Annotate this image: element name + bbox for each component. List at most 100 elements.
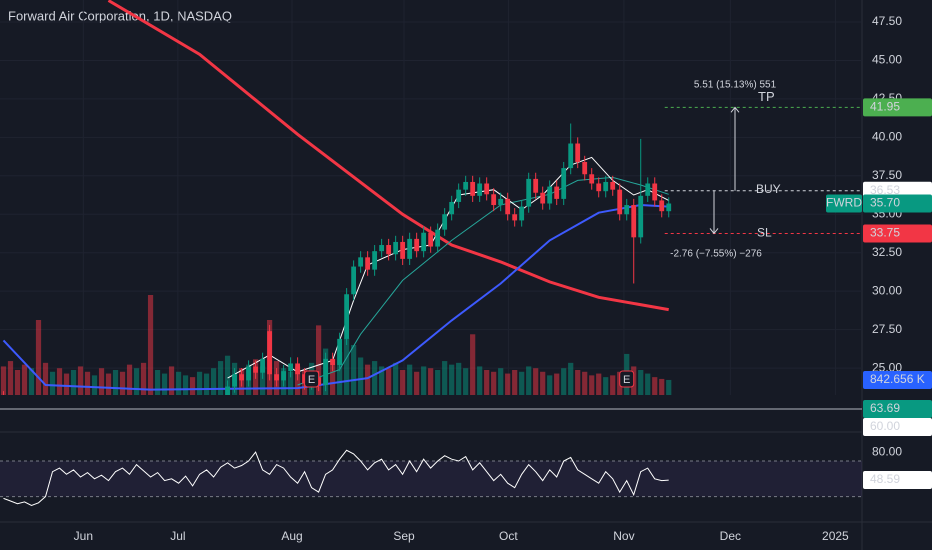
entry-text: BUY [756, 182, 781, 196]
rsi-band [0, 461, 862, 497]
volume-bar [393, 362, 399, 395]
volume-bar [7, 361, 14, 395]
symbol-badge-bg [826, 194, 862, 213]
volume-bar [77, 366, 84, 395]
candles [3, 123, 672, 395]
volume-bar [470, 334, 476, 395]
volume-bar [666, 379, 672, 395]
candle-body [589, 174, 595, 184]
indicator-badge-bg [863, 400, 932, 418]
candle-body [253, 366, 258, 373]
candle-body [603, 181, 609, 192]
candle-body [393, 241, 399, 255]
volume-bar [70, 370, 77, 395]
volume-bar [288, 371, 294, 395]
candle-body [337, 338, 343, 366]
volume-bar [133, 368, 140, 395]
rsi-tick-label: 80.00 [872, 444, 902, 458]
volume-bar [351, 345, 357, 395]
volume-bar [91, 375, 98, 395]
candle-body [477, 183, 483, 196]
volume-bar [414, 371, 420, 395]
candle-body [624, 205, 630, 215]
volume-bar [498, 368, 504, 395]
volume-bar [568, 362, 574, 395]
volume-bar [196, 371, 203, 395]
candle-body [372, 251, 378, 270]
volume-bar [119, 371, 126, 395]
earnings-marker [304, 370, 320, 388]
candle-body [260, 358, 265, 373]
candle-body [638, 195, 644, 238]
volume-bar [477, 366, 483, 395]
candle-body [554, 186, 560, 199]
x-tick-label: Nov [613, 529, 634, 543]
volume-bar [554, 373, 560, 395]
candle-body [666, 203, 672, 212]
candle-body [421, 232, 427, 252]
volume-bar [35, 320, 42, 395]
candle-body [484, 183, 490, 195]
volume-bar [491, 371, 497, 395]
volume-bar [259, 366, 266, 395]
moving-average-line [107, 0, 669, 312]
volume-bar [316, 325, 322, 395]
candle-body [456, 189, 462, 202]
candle-body [519, 206, 525, 221]
indicator-badge: 63.69 [870, 401, 900, 415]
volume-bar [203, 373, 210, 395]
rsi-line [3, 449, 669, 507]
volume-bar [217, 361, 224, 395]
volume-bar [42, 362, 49, 395]
volume-badge: 842.656 K [870, 372, 925, 386]
candle-body [225, 386, 230, 395]
symbol-badge: FWRD [826, 196, 862, 210]
volume-bar [210, 368, 217, 395]
x-tick-label: Aug [281, 529, 302, 543]
rsi-badge: 48.59 [870, 472, 900, 486]
volume-bar [652, 377, 658, 395]
volume-bar [484, 370, 490, 395]
target-stats: 5.51 (15.13%) 551 [694, 80, 777, 91]
stop-stats: -2.76 (−7.55%) −276 [670, 249, 762, 260]
candle-body [330, 358, 336, 366]
y-tick-label: 37.50 [872, 168, 902, 182]
indicator-badge-bg [863, 418, 932, 436]
candle-body [414, 238, 420, 252]
volume-bar [295, 366, 301, 395]
volume-bar [337, 352, 343, 395]
volume-bar [407, 364, 413, 395]
volume-bar [330, 359, 336, 395]
volume-bar [575, 370, 581, 395]
volume-badge-bg [863, 370, 932, 389]
volume-bar [540, 371, 546, 395]
volume-bar [84, 371, 91, 395]
volume-bar [603, 377, 609, 395]
entry-badge: 36.53 [870, 183, 900, 197]
volume-bar [610, 375, 616, 395]
candle-body [239, 374, 244, 381]
candle-body [379, 245, 385, 252]
y-tick-label: 27.50 [872, 322, 902, 336]
candle-body [652, 183, 658, 201]
y-tick-label: 25.00 [872, 360, 902, 374]
volume-bar [449, 364, 455, 395]
candle-body [645, 183, 651, 196]
chart-title: Forward Air Corporation, 1D, NASDAQ [8, 8, 232, 23]
moving-average-line [2, 203, 669, 391]
volume-bar [182, 375, 189, 395]
x-tick-label: Jun [74, 529, 93, 543]
moving-averages [2, 0, 669, 391]
candle-body [358, 257, 364, 267]
candle-body [442, 214, 448, 230]
candle-body [505, 198, 511, 215]
target-text: TP [758, 89, 775, 104]
volume-bar [505, 373, 511, 395]
candle-body [631, 205, 637, 238]
volume-bar [400, 370, 406, 395]
volume-bar [456, 362, 462, 395]
volume-bar [63, 373, 70, 395]
candle-body [428, 232, 434, 247]
